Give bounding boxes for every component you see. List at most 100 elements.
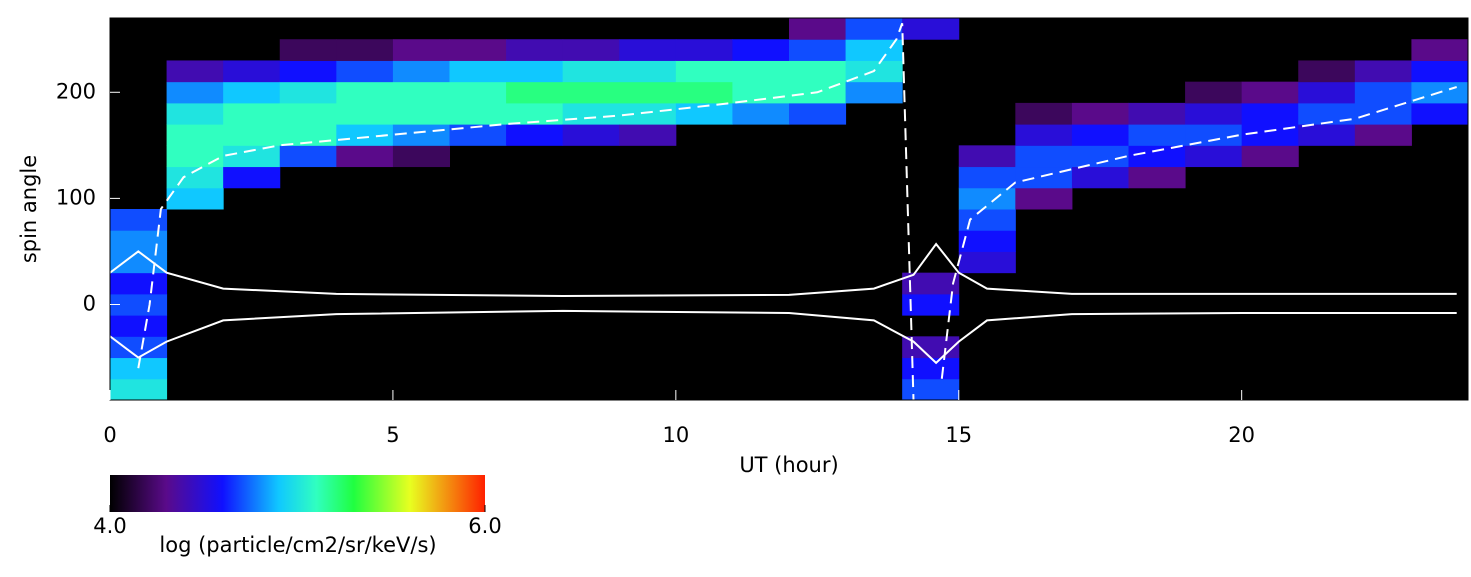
y-axis-label: spin angle <box>17 155 41 263</box>
heatmap-cell <box>1185 81 1243 104</box>
heatmap-cell <box>506 124 564 146</box>
heatmap-cell <box>789 102 847 125</box>
heatmap-cell <box>223 102 281 125</box>
heatmap-cell <box>223 166 281 189</box>
heatmap-cell <box>1241 81 1299 104</box>
heatmap-cell <box>1128 124 1186 146</box>
heatmap-cell <box>336 102 394 125</box>
heatmap-cell <box>619 60 677 83</box>
heatmap-cell <box>506 39 564 61</box>
heatmap-cell <box>110 272 168 295</box>
heatmap-cell <box>1354 102 1412 125</box>
heatmap-cell <box>1071 124 1129 146</box>
heatmap-cell <box>392 124 450 146</box>
heatmap-cell <box>1128 166 1186 189</box>
heatmap-cell <box>562 102 620 125</box>
heatmap-cell <box>562 39 620 61</box>
heatmap-cell <box>279 39 337 61</box>
heatmap-cell <box>958 209 1016 231</box>
heatmap-cell <box>110 336 168 359</box>
heatmap-cell <box>392 81 450 104</box>
heatmap-cell <box>110 315 168 337</box>
y-tick-label: 100 <box>56 185 96 209</box>
overlay-line <box>110 309 1457 365</box>
heatmap-cell <box>449 81 507 104</box>
heatmap-cell <box>902 18 960 40</box>
y-tick-label: 200 <box>56 79 96 103</box>
heatmap-cell <box>1411 60 1468 83</box>
heatmap-cell <box>166 166 224 189</box>
heatmap-cell <box>110 251 168 274</box>
heatmap-cell <box>789 60 847 83</box>
heatmap-cell <box>1298 124 1356 146</box>
heatmap-cell <box>845 39 903 61</box>
heatmap-cell <box>902 378 960 400</box>
heatmap-cell <box>336 81 394 104</box>
heatmap-cell <box>675 81 733 104</box>
heatmap-cell <box>223 81 281 104</box>
overlay-line <box>110 242 1457 298</box>
x-tick-label: 10 <box>662 423 689 447</box>
heatmap-cell <box>166 81 224 104</box>
heatmap-cell <box>110 378 168 400</box>
x-tick-label: 0 <box>103 423 116 447</box>
heatmap-cell <box>392 60 450 83</box>
heatmap-cell <box>958 230 1016 252</box>
heatmap-cell <box>562 81 620 104</box>
heatmap-cell <box>958 187 1016 210</box>
heatmap-cell <box>1185 145 1243 168</box>
overlay-line <box>137 22 1457 400</box>
heatmap-cell <box>902 357 960 380</box>
colorbar-tick-label: 4.0 <box>93 514 126 538</box>
heatmap-cell <box>1015 145 1073 168</box>
heatmap-cell <box>110 357 168 380</box>
heatmap-cell <box>336 145 394 168</box>
heatmap-cell <box>1411 102 1468 125</box>
heatmap-cell <box>1241 145 1299 168</box>
heatmap-cell <box>619 124 677 146</box>
heatmap-cell <box>336 124 394 146</box>
heatmap-cell <box>619 39 677 61</box>
heatmap-cell <box>619 102 677 125</box>
heatmap-cell <box>279 145 337 168</box>
heatmap-cell <box>902 293 960 316</box>
heatmap-cell <box>845 18 903 40</box>
heatmap-cell <box>845 81 903 104</box>
heatmap-cell <box>789 39 847 61</box>
heatmap-cell <box>336 60 394 83</box>
heatmap-cell <box>110 230 168 252</box>
heatmap-cell <box>1071 145 1129 168</box>
heatmap-cell <box>1354 81 1412 104</box>
heatmap-cell <box>1185 124 1243 146</box>
heatmap-cell <box>1411 39 1468 61</box>
heatmap-cell <box>279 81 337 104</box>
heatmap-cell <box>958 145 1016 168</box>
plot-frame <box>109 17 1469 401</box>
heatmap-cell <box>958 166 1016 189</box>
heatmap-cell <box>166 60 224 83</box>
heatmap-cell <box>1128 102 1186 125</box>
heatmap-cell <box>506 60 564 83</box>
heatmap-cell <box>223 60 281 83</box>
colorbar-tick-label: 6.0 <box>468 514 501 538</box>
heatmap-cell <box>562 124 620 146</box>
heatmap-cell <box>392 39 450 61</box>
x-tick-label: 15 <box>945 423 972 447</box>
heatmap-cell <box>110 293 168 316</box>
heatmap-cell <box>506 102 564 125</box>
heatmap-cell <box>789 18 847 40</box>
heatmap-cell <box>1015 187 1073 210</box>
heatmap-cell <box>1354 124 1412 146</box>
heatmap-cell <box>675 60 733 83</box>
heatmap-cell <box>1185 102 1243 125</box>
heatmap-cell <box>506 81 564 104</box>
heatmap-cell <box>449 39 507 61</box>
x-tick-label: 20 <box>1228 423 1255 447</box>
heatmap-cell <box>1015 124 1073 146</box>
x-axis-label: UT (hour) <box>739 453 838 477</box>
heatmap-cell <box>1298 81 1356 104</box>
heatmap-cell <box>732 60 790 83</box>
heatmap-cell <box>732 39 790 61</box>
heatmap-cell <box>279 60 337 83</box>
